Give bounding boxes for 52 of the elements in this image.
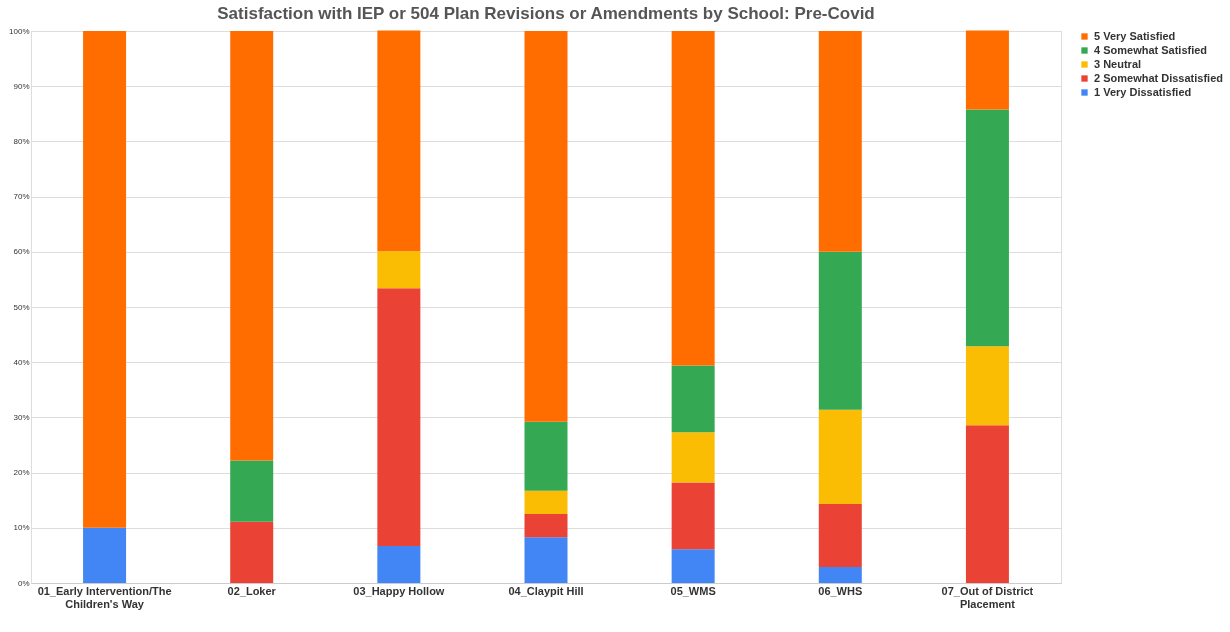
bar <box>230 521 274 583</box>
y-tick-label: 90% <box>13 81 30 91</box>
bar <box>524 31 568 422</box>
bar <box>818 504 862 567</box>
bar <box>965 30 1009 110</box>
x-tick-label: 02_Loker <box>227 584 277 597</box>
bar <box>83 31 127 528</box>
legend-label: 5 Very Satisfied <box>1094 29 1176 42</box>
bar <box>965 109 1009 347</box>
bar <box>671 432 715 483</box>
bar <box>377 546 421 583</box>
bar <box>671 31 715 366</box>
bar <box>377 251 421 289</box>
bar <box>377 30 421 252</box>
x-tick-label: 05_WMS <box>670 584 716 597</box>
bar <box>965 425 1009 583</box>
y-tick-label: 60% <box>13 247 30 257</box>
bar <box>671 482 715 550</box>
x-tick-label: 03_Happy Hollow <box>353 584 445 597</box>
bar <box>524 421 568 491</box>
y-tick-label: 100% <box>9 26 30 36</box>
legend-label: 3 Neutral <box>1094 57 1142 70</box>
bar <box>524 490 568 514</box>
chart-title: Satisfaction with IEP or 504 Plan Revisions or Amendments by School: Pre-Covid <box>217 4 875 23</box>
bar <box>818 31 862 252</box>
legend-label: 2 Somewhat Dissatisfied <box>1094 71 1223 84</box>
x-tick-label: 04_Claypit Hill <box>508 584 584 597</box>
bar <box>524 514 568 538</box>
y-tick-label: 70% <box>13 192 30 202</box>
bar <box>671 365 715 433</box>
x-tick-label: 06_WHS <box>818 584 863 597</box>
y-tick-label: 30% <box>13 412 30 422</box>
bar <box>671 549 715 583</box>
y-tick-label: 80% <box>13 136 30 146</box>
x-tick-label: 07_Out of District Placement <box>941 584 1034 610</box>
y-tick-label: 20% <box>13 468 30 478</box>
bar <box>818 251 862 410</box>
legend-label: 4 Somewhat Satisfied <box>1094 43 1208 56</box>
bar <box>818 409 862 505</box>
y-tick-label: 50% <box>13 302 30 312</box>
y-tick-label: 10% <box>13 523 30 533</box>
bar <box>230 460 274 522</box>
y-tick-label: 40% <box>13 357 30 367</box>
bar <box>230 31 274 461</box>
legend-label: 1 Very Dissatisfied <box>1094 85 1192 98</box>
y-tick-label: 0% <box>17 578 30 588</box>
bar <box>965 346 1009 426</box>
bar <box>524 537 568 583</box>
x-tick-label: 01_Early Intervention/The Children's Way <box>37 584 172 610</box>
bar <box>818 566 862 583</box>
bar <box>377 288 421 547</box>
bar <box>83 527 127 583</box>
